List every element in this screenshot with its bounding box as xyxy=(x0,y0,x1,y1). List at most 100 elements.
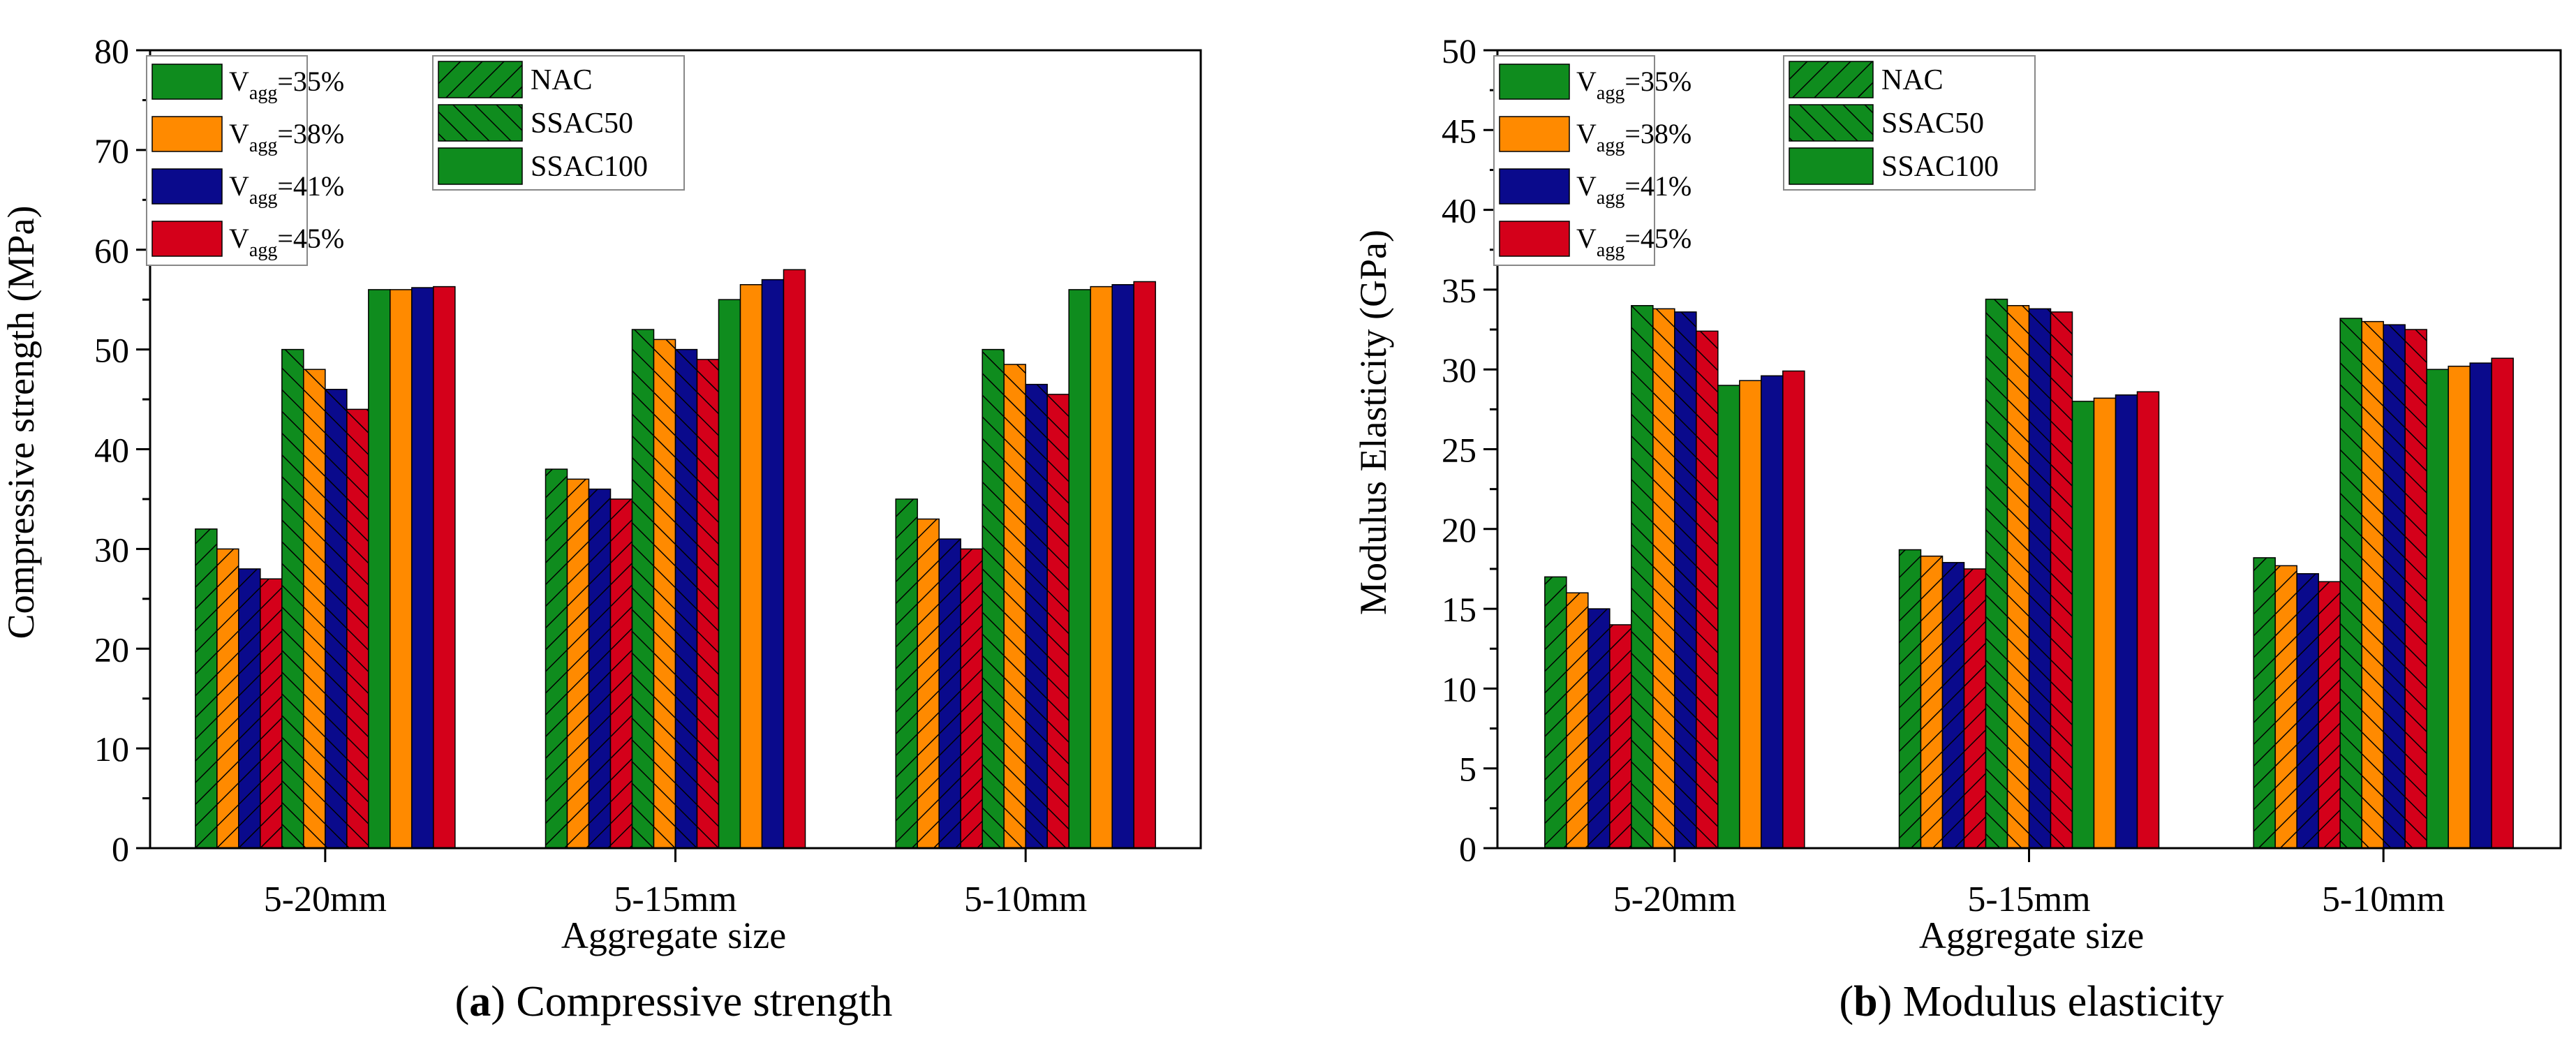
bar-hatch-5-15mm-NAC-38% xyxy=(567,479,589,848)
legend-group-hatch xyxy=(1789,61,1873,98)
bar-hatch-5-15mm-SSAC50-45% xyxy=(2050,311,2073,848)
bars-compressive-strength xyxy=(195,269,1156,849)
legend-vagg-label: Vagg=38% xyxy=(229,118,344,156)
bar-5-20mm-SSAC100-35% xyxy=(1717,385,1740,849)
bar-hatch-5-20mm-NAC-38% xyxy=(1566,593,1588,848)
bar-hatch-5-20mm-SSAC50-38% xyxy=(303,369,325,848)
bar-5-10mm-SSAC100-38% xyxy=(1090,286,1113,849)
bar-hatch-5-20mm-SSAC50-35% xyxy=(1631,305,1653,848)
legend-vagg-label: Vagg=38% xyxy=(1576,118,1692,156)
legend-vagg: Vagg=35% Vagg=38% Vagg=41% Vagg=45% xyxy=(1493,55,1692,266)
legend-vagg-swatch xyxy=(1499,116,1570,152)
legend-vagg: Vagg=35% Vagg=38% Vagg=41% Vagg=45% xyxy=(146,55,344,266)
legend-vagg-label: Vagg=35% xyxy=(229,66,344,104)
bar-5-20mm-SSAC100-38% xyxy=(1739,380,1762,849)
caption-label: b xyxy=(1853,978,1877,1025)
bar-hatch-5-10mm-SSAC50-38% xyxy=(2362,321,2384,848)
bar-5-15mm-SSAC100-35% xyxy=(2071,401,2095,849)
legend-group-label: NAC xyxy=(531,64,593,96)
bar-hatch-5-20mm-SSAC50-45% xyxy=(346,409,369,848)
bar-hatch-5-15mm-NAC-38% xyxy=(1920,556,1943,848)
y-tick-label: 50 xyxy=(1442,31,1476,71)
legend-group-swatch xyxy=(438,147,523,185)
bar-hatch-5-15mm-NAC-35% xyxy=(1899,549,1921,848)
y-tick-label: 25 xyxy=(1442,431,1476,470)
y-tick-label: 40 xyxy=(1442,191,1476,230)
bar-hatch-5-10mm-NAC-35% xyxy=(2253,557,2276,848)
bar-hatch-5-15mm-NAC-41% xyxy=(589,489,611,848)
bar-hatch-5-10mm-SSAC50-45% xyxy=(1047,394,1069,848)
legend-group-hatch xyxy=(438,105,522,141)
legend-vagg-label: Vagg=45% xyxy=(1576,223,1692,261)
y-tick-label: 70 xyxy=(94,131,129,170)
bar-hatch-5-15mm-SSAC50-41% xyxy=(675,349,697,848)
y-tick-label: 15 xyxy=(1442,590,1476,629)
y-tick-label: 0 xyxy=(1459,829,1476,868)
modulus-elasticity-chart: 0 5 10 15 20 25 30 35 40 45 50 5-20mm 5-15mm 5-10mm M… xyxy=(1352,31,2562,1025)
bar-5-15mm-SSAC100-38% xyxy=(2093,397,2117,849)
y-tick-label: 10 xyxy=(94,729,129,769)
y-tick-label: 40 xyxy=(94,431,129,470)
legend-vagg-label: Vagg=45% xyxy=(229,223,344,261)
bar-5-20mm-SSAC100-38% xyxy=(390,289,413,849)
bar-hatch-5-15mm-NAC-45% xyxy=(610,498,632,848)
bar-hatch-5-15mm-SSAC50-45% xyxy=(697,359,719,848)
bar-5-20mm-SSAC100-45% xyxy=(433,286,456,849)
bar-hatch-5-10mm-NAC-41% xyxy=(939,539,961,848)
bar-hatch-5-10mm-SSAC50-35% xyxy=(982,349,1005,848)
x-tick-label: 5-20mm xyxy=(264,880,387,919)
legend-groups: NAC SSAC50 SSAC100 xyxy=(432,55,685,191)
bars-modulus-elasticity xyxy=(1544,298,2514,849)
bar-hatch-5-10mm-NAC-38% xyxy=(2275,565,2297,848)
tick-labels-modulus-elasticity: 0 5 10 15 20 25 30 35 40 45 50 5-20mm 5-15mm 5-10mm xyxy=(1442,31,2445,919)
legend-vagg-swatch xyxy=(151,116,223,152)
bar-hatch-5-10mm-NAC-41% xyxy=(2297,573,2319,848)
bar-5-15mm-SSAC100-45% xyxy=(2136,391,2160,849)
bar-5-10mm-SSAC100-38% xyxy=(2448,365,2471,849)
x-tick-label: 5-20mm xyxy=(1613,880,1736,919)
legend-vagg-label: Vagg=41% xyxy=(1576,170,1692,209)
bar-hatch-5-20mm-NAC-45% xyxy=(1609,624,1631,848)
legend-group-label: SSAC50 xyxy=(531,108,633,140)
bar-hatch-5-15mm-SSAC50-38% xyxy=(653,339,676,848)
bar-5-20mm-SSAC100-35% xyxy=(368,289,391,849)
bar-5-20mm-SSAC100-41% xyxy=(411,287,434,849)
bar-5-15mm-SSAC100-41% xyxy=(2115,394,2138,849)
legend-group-label: NAC xyxy=(1881,64,1944,96)
caption-a: (a) Compressive strength xyxy=(455,978,893,1025)
legend-vagg-swatch xyxy=(1499,168,1570,205)
bar-hatch-5-15mm-SSAC50-38% xyxy=(2007,305,2029,848)
bar-5-15mm-SSAC100-38% xyxy=(739,284,763,849)
legend-vagg-swatch xyxy=(1499,64,1570,100)
caption-text: Modulus elasticity xyxy=(1892,978,2223,1025)
legend-vagg-swatch xyxy=(151,64,223,100)
bar-hatch-5-10mm-NAC-38% xyxy=(917,519,940,848)
bar-5-15mm-SSAC100-41% xyxy=(761,279,785,849)
y-tick-label: 80 xyxy=(94,31,129,71)
bar-hatch-5-20mm-NAC-41% xyxy=(238,568,260,848)
y-tick-label: 30 xyxy=(94,530,129,569)
tick-labels-compressive-strength: 0 10 20 30 40 50 60 70 80 5-20mm 5-15mm 5-10mm xyxy=(94,31,1087,919)
bar-5-15mm-SSAC100-45% xyxy=(783,269,806,849)
x-tick-label: 5-15mm xyxy=(614,880,736,919)
bar-hatch-5-20mm-NAC-41% xyxy=(1587,609,1610,848)
bar-hatch-5-15mm-SSAC50-35% xyxy=(632,329,654,848)
bar-hatch-5-20mm-SSAC50-45% xyxy=(1696,331,1718,848)
y-tick-label: 20 xyxy=(94,630,129,669)
bar-hatch-5-15mm-NAC-35% xyxy=(545,469,568,848)
bar-5-10mm-SSAC100-45% xyxy=(1133,281,1156,849)
x-tick-label: 5-10mm xyxy=(964,880,1087,919)
caption-b: (b) Modulus elasticity xyxy=(1839,978,2223,1025)
x-tick-label: 5-10mm xyxy=(2322,880,2445,919)
bar-hatch-5-10mm-SSAC50-45% xyxy=(2405,329,2427,848)
bar-hatch-5-15mm-SSAC50-41% xyxy=(2029,309,2051,848)
compressive-strength-chart: 0 10 20 30 40 50 60 70 80 5-20mm 5-15mm 5-10mm Comp… xyxy=(0,31,1202,1025)
caption-label: a xyxy=(469,978,491,1025)
legend-vagg-swatch xyxy=(151,168,223,205)
bar-hatch-5-20mm-NAC-35% xyxy=(195,528,217,848)
x-axis-label: Aggregate size xyxy=(561,914,786,956)
bar-5-10mm-SSAC100-41% xyxy=(1111,284,1134,849)
y-tick-label: 35 xyxy=(1442,271,1476,310)
legend-group-hatch xyxy=(1789,105,1873,141)
legend-group-swatch xyxy=(1789,147,1874,185)
